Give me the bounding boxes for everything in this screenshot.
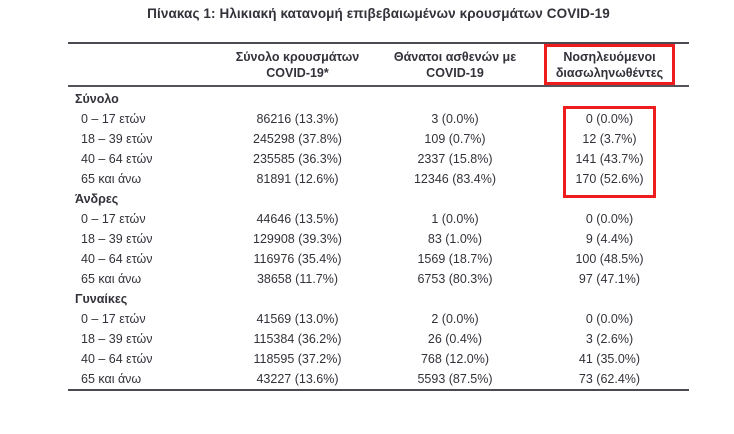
deaths-cell: 768 (12.0%) bbox=[420, 352, 490, 366]
cases-cell: 118595 (37.2%) bbox=[253, 352, 342, 366]
deaths-cell: 26 (0.4%) bbox=[427, 332, 483, 346]
age-label: 18 – 39 ετών bbox=[81, 232, 153, 246]
cases-cell: 41569 (13.0%) bbox=[256, 312, 339, 326]
cases-cell: 86216 (13.3%) bbox=[256, 112, 339, 126]
age-label: 40 – 64 ετών bbox=[81, 252, 153, 266]
cases-cell: 235585 (36.3%) bbox=[253, 152, 342, 166]
age-label: 18 – 39 ετών bbox=[81, 332, 153, 346]
cases-cell: 129908 (39.3%) bbox=[253, 232, 342, 246]
cases-cell: 116976 (35.4%) bbox=[253, 252, 342, 266]
deaths-cell: 6753 (80.3%) bbox=[417, 272, 493, 286]
deaths-cell: 2337 (15.8%) bbox=[417, 152, 493, 166]
intubated-cell: 73 (62.4%) bbox=[578, 372, 641, 386]
table-row: 65 και άνω 38658 (11.7%) 6753 (80.3%) 97… bbox=[68, 269, 689, 289]
cases-cell: 43227 (13.6%) bbox=[256, 372, 339, 386]
table-title: Πίνακας 1: Ηλικιακή κατανομή επιβεβαιωμέ… bbox=[147, 6, 610, 21]
deaths-cell: 3 (0.0%) bbox=[431, 112, 479, 126]
cases-cell: 38658 (11.7%) bbox=[256, 272, 339, 286]
age-label: 65 και άνω bbox=[81, 372, 142, 386]
table-row: 18 – 39 ετών 245298 (37.8%) 109 (0.7%) 1… bbox=[68, 129, 689, 149]
section-row-total: Σύνολο bbox=[68, 89, 689, 109]
column-header-line: COVID-19 bbox=[426, 65, 484, 80]
section-label: Γυναίκες bbox=[75, 292, 128, 306]
column-header-line: Σύνολο κρουσμάτων bbox=[235, 49, 360, 64]
table-body: Σύνολο 0 – 17 ετών 86216 (13.3%) 3 (0.0%… bbox=[68, 87, 689, 391]
intubated-cell: 12 (3.7%) bbox=[582, 132, 637, 146]
table-row: 0 – 17 ετών 44646 (13.5%) 1 (0.0%) 0 (0.… bbox=[68, 209, 689, 229]
age-label: 65 και άνω bbox=[81, 272, 142, 286]
deaths-cell: 12346 (83.4%) bbox=[413, 172, 496, 186]
intubated-cell: 0 (0.0%) bbox=[585, 212, 634, 226]
age-label: 18 – 39 ετών bbox=[81, 132, 153, 146]
column-header-line: COVID-19* bbox=[266, 65, 329, 80]
age-label: 40 – 64 ετών bbox=[81, 352, 153, 366]
section-row-women: Γυναίκες bbox=[68, 289, 689, 309]
table-row: 0 – 17 ετών 86216 (13.3%) 3 (0.0%) 0 (0.… bbox=[68, 109, 689, 129]
section-label: Σύνολο bbox=[75, 92, 119, 106]
intubated-cell: 9 (4.4%) bbox=[585, 232, 634, 246]
section-row-men: Άνδρες bbox=[68, 189, 689, 209]
column-header-line: Νοσηλευόμενοι bbox=[563, 49, 656, 64]
deaths-cell: 1 (0.0%) bbox=[431, 212, 479, 226]
table-row: 40 – 64 ετών 118595 (37.2%) 768 (12.0%) … bbox=[68, 349, 689, 369]
age-label: 0 – 17 ετών bbox=[81, 312, 146, 326]
column-header-total-cases: Σύνολο κρουσμάτων COVID-19* bbox=[215, 49, 380, 81]
cases-cell: 245298 (37.8%) bbox=[253, 132, 342, 146]
age-label: 0 – 17 ετών bbox=[81, 112, 146, 126]
age-label: 0 – 17 ετών bbox=[81, 212, 146, 226]
intubated-cell: 0 (0.0%) bbox=[585, 312, 634, 326]
age-label: 40 – 64 ετών bbox=[81, 152, 153, 166]
cases-cell: 81891 (12.6%) bbox=[256, 172, 339, 186]
covid-age-distribution-table: Σύνολο κρουσμάτων COVID-19* Θάνατοι ασθε… bbox=[68, 42, 689, 391]
table-row: 18 – 39 ετών 115384 (36.2%) 26 (0.4%) 3 … bbox=[68, 329, 689, 349]
column-header-line: Θάνατοι ασθενών με bbox=[393, 49, 517, 64]
intubated-cell: 41 (35.0%) bbox=[578, 352, 641, 366]
intubated-cell: 100 (48.5%) bbox=[575, 252, 644, 266]
deaths-cell: 5593 (87.5%) bbox=[417, 372, 493, 386]
intubated-cell: 3 (2.6%) bbox=[585, 332, 634, 346]
intubated-cell: 0 (0.0%) bbox=[585, 112, 634, 126]
column-header-line: διασωληνωθέντες bbox=[555, 65, 664, 80]
table-row: 65 και άνω 43227 (13.6%) 5593 (87.5%) 73… bbox=[68, 369, 689, 389]
cases-cell: 115384 (36.2%) bbox=[253, 332, 342, 346]
intubated-cell: 141 (43.7%) bbox=[575, 152, 644, 166]
column-header-deaths: Θάνατοι ασθενών με COVID-19 bbox=[380, 49, 530, 81]
table-row: 40 – 64 ετών 235585 (36.3%) 2337 (15.8%)… bbox=[68, 149, 689, 169]
intubated-cell: 97 (47.1%) bbox=[578, 272, 641, 286]
intubated-cell: 170 (52.6%) bbox=[575, 172, 644, 186]
deaths-cell: 109 (0.7%) bbox=[424, 132, 486, 146]
deaths-cell: 2 (0.0%) bbox=[431, 312, 479, 326]
section-label: Άνδρες bbox=[75, 192, 119, 206]
cases-cell: 44646 (13.5%) bbox=[256, 212, 339, 226]
column-header-intubated: Νοσηλευόμενοι διασωληνωθέντες bbox=[530, 49, 689, 81]
deaths-cell: 1569 (18.7%) bbox=[417, 252, 493, 266]
deaths-cell: 83 (1.0%) bbox=[427, 232, 483, 246]
table-row: 0 – 17 ετών 41569 (13.0%) 2 (0.0%) 0 (0.… bbox=[68, 309, 689, 329]
table-row: 18 – 39 ετών 129908 (39.3%) 83 (1.0%) 9 … bbox=[68, 229, 689, 249]
table-row: 40 – 64 ετών 116976 (35.4%) 1569 (18.7%)… bbox=[68, 249, 689, 269]
table-header-row: Σύνολο κρουσμάτων COVID-19* Θάνατοι ασθε… bbox=[68, 42, 689, 87]
age-label: 65 και άνω bbox=[81, 172, 142, 186]
table-row: 65 και άνω 81891 (12.6%) 12346 (83.4%) 1… bbox=[68, 169, 689, 189]
